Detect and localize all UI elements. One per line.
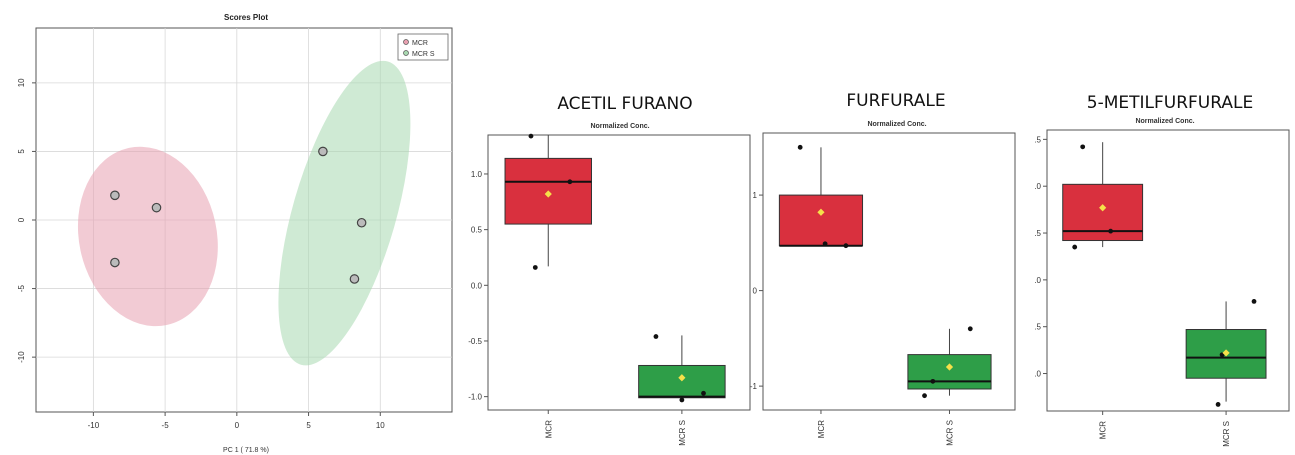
data-point-mcr-s [701,390,706,396]
confidence-ellipse-mcr-s [278,60,411,366]
box-panel-1: -1.0 -0.5 0.0 0.5 1.0 MCR MCR S [468,133,751,446]
scores-y-tick-label: -5 [17,284,26,292]
score-point-mcr [110,190,120,201]
data-point-mcr [843,243,849,249]
box-mcr [504,157,592,225]
box-mcr-s [907,354,992,390]
data-point-mcr [532,265,538,270]
scores-x-tick-label: 5 [306,421,311,430]
scores-legend: MCR MCR S [397,33,449,61]
x-tick-label: MCR S [1222,421,1231,447]
panel-3-title: 5-METILFURFURALE [1087,93,1253,113]
scores-plot-title: Scores Plot [224,13,268,22]
x-tick-label: MCR [544,420,553,438]
y-tick-label: 0.0 [471,281,483,290]
x-tick-label: MCR [817,420,826,438]
y-tick-label: .5 [1034,323,1041,332]
box-mcr-s [638,364,726,399]
scores-points [110,146,367,284]
scores-y-tick-label: 0 [17,217,26,222]
panel-1-subtitle: Normalized Conc. [590,123,649,130]
data-point-mcr [1080,144,1086,150]
panel-3-subtitle: Normalized Conc. [1135,118,1194,125]
y-tick-label: -1 [750,382,758,391]
box-panels: -1.0 -0.5 0.0 0.5 1.0 MCR MCR S -1 0 1 MCR MCR S .0.… [468,129,1290,447]
panel-2-title: FURFURALE [846,91,945,111]
score-point-mcr-s [356,217,367,228]
y-tick-label: -1.0 [468,393,482,402]
score-point-mcr-s [349,274,360,284]
score-point-mcr-s [318,146,328,157]
mean-marker-mcr-s [1222,349,1230,357]
y-tick-label: .0 [1034,276,1041,285]
score-point-mcr [151,202,162,213]
mean-marker-mcr [1099,204,1107,212]
mean-marker-mcr-s [945,363,954,371]
scores-y-tick-label: 10 [17,78,26,87]
mean-marker-mcr [817,208,825,216]
y-tick-label: 1 [753,191,758,200]
data-point-mcr-s [679,397,685,403]
data-point-mcr [797,144,803,150]
data-point-mcr [567,179,573,185]
y-tick-label: 1.0 [471,170,483,179]
scores-x-axis-label: PC 1 ( 71.8 %) [223,447,269,454]
data-point-mcr-s [653,334,659,339]
box-panel-2: -1 0 1 MCR MCR S [750,132,1016,446]
box-mcr [778,194,864,247]
legend-label-mcr-s: MCR S [412,51,435,58]
y-tick-label: .0 [1034,370,1041,379]
legend-marker-mcr-s [403,50,409,56]
data-point-mcr [1108,228,1114,234]
scores-y-tick-label: -10 [17,351,26,363]
y-tick-label: .5 [1034,229,1041,238]
y-tick-label: .5 [1034,135,1041,144]
legend-marker-mcr [403,39,409,45]
box-panel-3: .0 .5 .0 .5 .0 .5 MCR MCR S [1034,129,1290,447]
y-tick-label: 0 [753,287,758,296]
panel-1-title: ACETIL FURANO [557,94,692,114]
mean-marker-mcr [544,190,552,198]
y-tick-label: -0.5 [468,337,482,346]
x-tick-label: MCR [1099,421,1108,439]
data-point-mcr-s [922,393,927,399]
scores-x-tick-label: -10 [88,421,100,430]
data-point-mcr [528,133,534,139]
data-point-mcr-s [1251,299,1257,304]
data-point-mcr-s [930,378,936,384]
data-point-mcr-s [1215,402,1221,407]
mean-marker-mcr-s [678,374,686,382]
scores-y-tick-label: 5 [17,149,26,154]
legend-label-mcr: MCR [412,40,428,47]
x-tick-label: MCR S [945,420,954,446]
scores-x-tick-label: 0 [235,421,240,430]
scores-plot: Scores Plot -10 -5 0 5 10 10 5 0 -5 -10 MCR MCR S… [17,13,453,454]
score-point-mcr [110,257,120,268]
data-point-mcr [822,241,828,247]
data-point-mcr [1072,244,1078,250]
scores-ticks: -10 -5 0 5 10 10 5 0 -5 -10 [17,78,385,430]
panel-2-subtitle: Normalized Conc. [867,121,926,128]
y-tick-label: .0 [1034,182,1041,191]
x-tick-label: MCR S [678,420,687,446]
scores-x-tick-label: -5 [162,421,170,430]
data-point-mcr-s [967,326,973,332]
scores-x-tick-label: 10 [376,421,385,430]
y-tick-label: 0.5 [471,226,483,235]
